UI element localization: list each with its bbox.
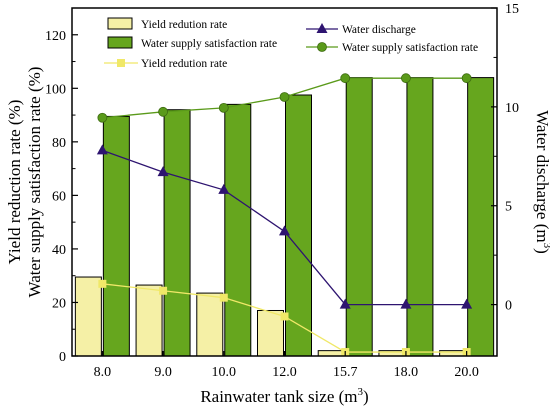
left-tick-label: 0 [59, 350, 66, 365]
left-tick-label: 40 [52, 243, 66, 258]
marker-triangle-5 [400, 298, 412, 309]
legend-marker-square [117, 59, 125, 67]
legend-label-bar-1: Water supply satisfaction rate [141, 38, 277, 50]
marker-square-2 [219, 293, 228, 302]
right-tick-label: 5 [505, 200, 512, 215]
right-tick-label: 15 [505, 2, 519, 17]
bar-yield-4 [317, 350, 345, 357]
x-tick-label: 9.0 [154, 365, 172, 380]
x-axis-title: Rainwater tank size (m3) [200, 386, 368, 406]
marker-triangle-6 [461, 298, 473, 309]
legend-label-line-circle: Water supply satisfaction rate [342, 42, 478, 54]
legend-swatch-bar-0 [107, 17, 133, 30]
marker-circle-1 [158, 106, 168, 117]
bar-satisfaction-5 [406, 77, 434, 357]
legend-swatch-bar-1 [107, 36, 133, 49]
bar-satisfaction-3 [285, 94, 312, 357]
bar-satisfaction-6 [467, 77, 495, 357]
bar-satisfaction-4 [345, 77, 373, 357]
x-tick-label: 15.7 [333, 365, 358, 380]
bar-yield-3 [257, 309, 284, 357]
x-tick-label: 12.0 [272, 365, 297, 380]
right-tick-label: 10 [505, 101, 519, 116]
left-tick-label: 100 [45, 82, 66, 97]
marker-square-0 [98, 279, 107, 288]
left-tick-label: 60 [52, 189, 66, 204]
marker-circle-4 [340, 73, 351, 84]
x-tick-label: 10.0 [212, 365, 237, 380]
left-axis-title-line2: Water supply satisfaction rate (%) [25, 67, 44, 298]
left-tick-label: 120 [45, 29, 66, 44]
bars-layer [74, 77, 495, 357]
left-axis-title-line1: Yield reduction rate (%) [5, 100, 24, 265]
marker-triangle-1 [157, 166, 169, 177]
x-tick-label: 8.0 [94, 365, 112, 380]
x-tick-label: 18.0 [394, 365, 419, 380]
marker-circle-3 [279, 92, 290, 102]
axes-layer: 0 20 40 60 80 100 120 0 5 10 15 8.0 9.0 10.0 12.0 15.7 1… [45, 2, 519, 380]
legend-label-bar-0: Yield redution rate [141, 19, 227, 31]
bar-yield-2 [196, 292, 224, 357]
left-tick-label: 20 [52, 296, 66, 311]
marker-triangle-0 [96, 144, 108, 155]
bar-satisfaction-2 [224, 103, 252, 357]
legend-marker-triangle [316, 23, 328, 33]
right-tick-label: 0 [505, 299, 512, 314]
marker-circle-0 [97, 112, 108, 123]
legend: Yield redution rate Water supply satisfac… [104, 17, 478, 70]
marker-triangle-2 [218, 183, 230, 194]
marker-circle-6 [461, 73, 472, 84]
marker-square-1 [159, 286, 168, 295]
bar-yield-0 [74, 276, 102, 357]
marker-circle-5 [401, 73, 411, 84]
right-axis-title: Water discharge (m3) [533, 110, 550, 254]
marker-triangle-4 [339, 298, 351, 309]
left-tick-label: 80 [52, 136, 66, 151]
marker-square-3 [280, 312, 289, 321]
legend-label-line-square: Yield redution rate [141, 58, 227, 70]
x-tick-label: 20.0 [454, 365, 479, 380]
marker-triangle-3 [279, 225, 290, 236]
bar-satisfaction-1 [163, 109, 191, 357]
legend-label-line-triangle: Water discharge [342, 24, 416, 36]
legend-marker-circle [317, 42, 327, 52]
marker-circle-2 [218, 102, 229, 113]
bar-yield-1 [135, 284, 163, 357]
